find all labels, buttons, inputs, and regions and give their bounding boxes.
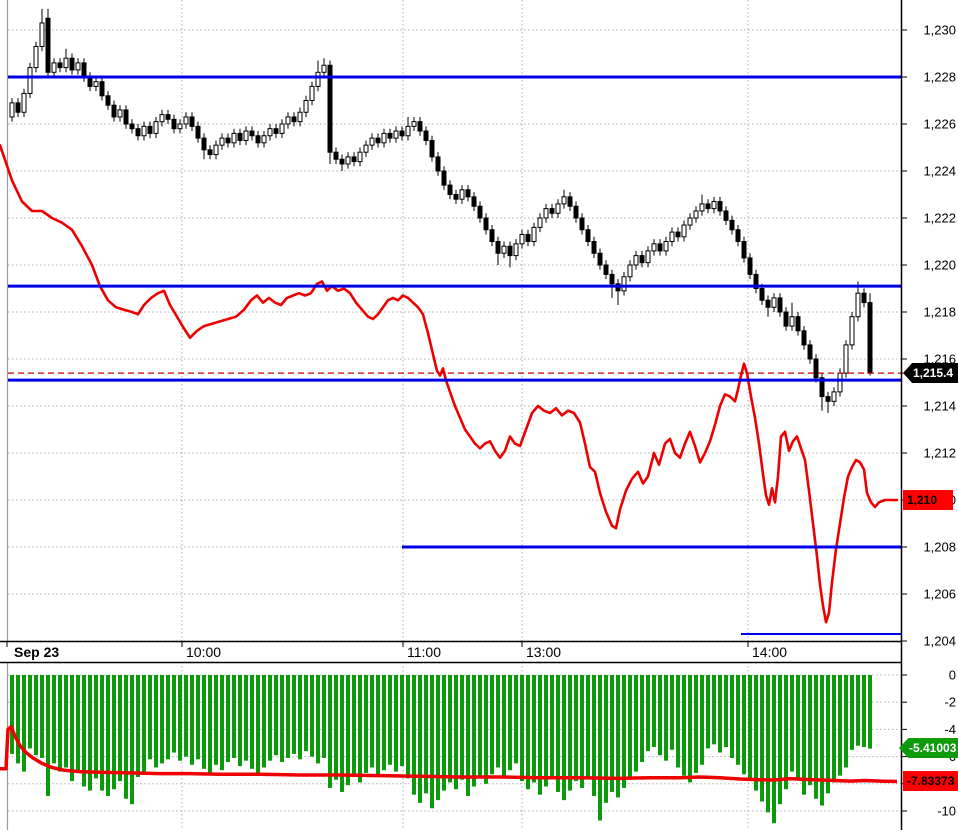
price-axis-label: 1,224 bbox=[923, 164, 956, 179]
time-axis-label: 11:00 bbox=[407, 644, 441, 660]
price-axis-label: 1,226 bbox=[923, 117, 956, 132]
time-axis-label: 10:00 bbox=[186, 644, 221, 660]
indicator-histogram bbox=[10, 675, 872, 824]
overlay-price-line bbox=[0, 143, 899, 624]
price-axis-label: 1,220 bbox=[923, 258, 956, 273]
overlay-line-price-tag: 1,210 bbox=[903, 490, 953, 510]
indicator-last-value-tag: -5.41003 bbox=[899, 738, 958, 758]
time-axis-label: Sep 23 bbox=[14, 644, 59, 660]
price-axis-label: 1,218 bbox=[923, 305, 956, 320]
time-axis-label: 14:00 bbox=[752, 644, 787, 660]
indicator-axis-label: -4 bbox=[944, 722, 956, 737]
price-axis-label: 1,206 bbox=[923, 587, 956, 602]
indicator-axis-label: 0 bbox=[949, 668, 956, 683]
price-axis-label: 1,214 bbox=[923, 399, 956, 414]
price-axis-label: 1,230 bbox=[923, 23, 956, 38]
price-axis-label: 1,204 bbox=[923, 634, 956, 649]
candlestick-series bbox=[9, 8, 873, 414]
price-axis-label: 1,222 bbox=[923, 211, 956, 226]
support-resistance-lines bbox=[8, 75, 901, 635]
time-axis-label: 13:00 bbox=[526, 644, 561, 660]
indicator-avg-value-tag: -7.83373 bbox=[903, 771, 958, 791]
last-price-tag: 1,215.4 bbox=[903, 363, 958, 383]
indicator-axis-label: -10 bbox=[937, 804, 956, 819]
indicator-axis-label: -2 bbox=[944, 695, 956, 710]
axes bbox=[0, 0, 907, 830]
axis-labels: 1,230 1,228 1,226 1,224 1,222 1,220 1,218 1,216… bbox=[14, 23, 956, 819]
price-axis-label: 1,212 bbox=[923, 446, 956, 461]
indicator-average-line bbox=[0, 724, 898, 784]
price-axis-label: 1,216 bbox=[923, 352, 956, 367]
price-axis-label: 1,228 bbox=[923, 70, 956, 85]
price-axis-label: 1,208 bbox=[923, 540, 956, 555]
